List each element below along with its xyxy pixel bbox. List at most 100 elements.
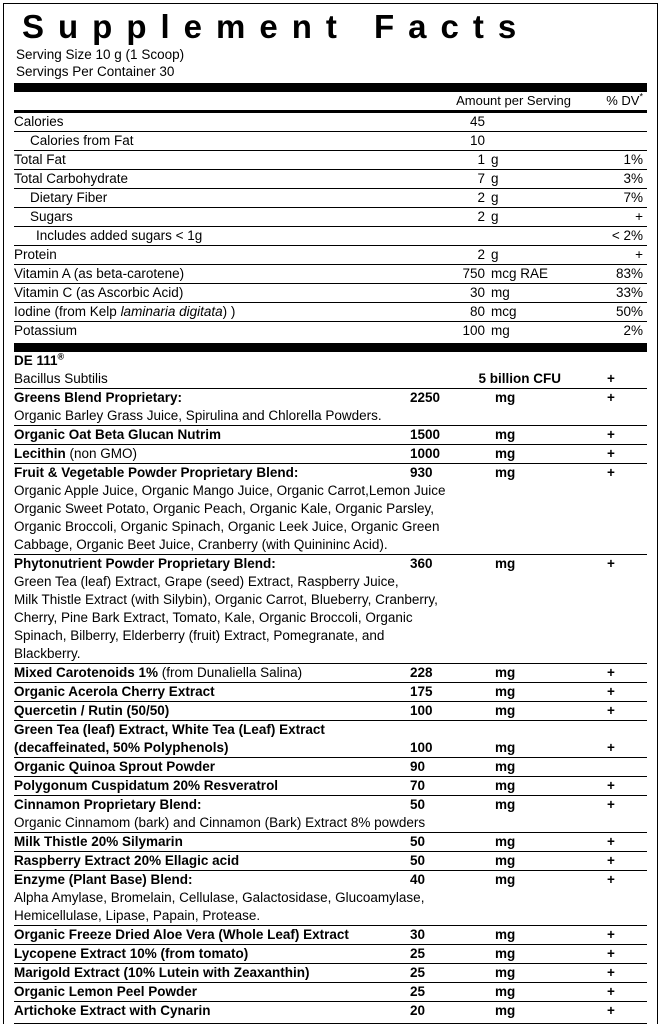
ingredient-name-line2: (decaffeinated, 50% Polyphenols)	[14, 740, 229, 755]
table-row: Protein 2 g +	[14, 245, 647, 265]
ingredient-daily-value: +	[575, 851, 647, 871]
table-row: Bacillus Subtilis 5 billion CFU +	[14, 370, 647, 389]
serving-size: Serving Size 10 g (1 Scoop)	[16, 47, 185, 62]
ingredient-daily-value: +	[575, 795, 647, 814]
ingredient-description-row: Organic Broccoli, Organic Spinach, Organ…	[14, 518, 647, 536]
ingredient-amount: 360	[408, 554, 495, 573]
ingredient-name: Polygonum Cuspidatum 20% Resveratrol	[14, 776, 408, 796]
ingredient-unit: mg	[495, 870, 575, 889]
nutrient-unit: g	[491, 150, 571, 170]
ingredient-amount: 100	[408, 701, 495, 721]
nutrient-name-italic: laminaria digitata	[120, 304, 223, 319]
divider-thick-top	[14, 83, 647, 92]
nutrient-amount: 2	[370, 207, 491, 227]
ingredient-name: Fruit & Vegetable Powder Proprietary Ble…	[14, 463, 408, 482]
ingredient-name: Greens Blend Proprietary:	[14, 388, 408, 407]
ingredient-description: Cherry, Pine Bark Extract, Tomato, Kale,…	[14, 610, 413, 625]
ingredient-amount: 25	[408, 963, 495, 983]
ingredient-unit: mg	[495, 757, 575, 777]
nutrient-amount: 7	[370, 169, 491, 189]
table-row: Mixed Carotenoids 1% (from Dunaliella Sa…	[14, 663, 647, 683]
servings-per-container: Servings Per Container 30	[16, 64, 175, 79]
nutrient-daily-value: 7%	[571, 188, 647, 208]
ingredient-name: Bacillus Subtilis	[14, 371, 108, 386]
table-row: Phytonutrient Powder Proprietary Blend: 3…	[14, 554, 647, 573]
ingredient-amount: 20	[408, 1001, 495, 1020]
ingredient-name: Organic Lemon Peel Powder	[14, 982, 408, 1002]
ingredient-unit	[495, 352, 575, 370]
nutrient-unit: mcg RAE	[491, 264, 571, 284]
ingredient-unit: mg	[495, 944, 575, 964]
ingredient-daily-value: +	[607, 740, 615, 755]
ingredient-unit: mg	[495, 925, 575, 945]
table-row: Calories from Fat 10	[14, 131, 647, 151]
header-percent-dv: % DV*	[571, 92, 647, 110]
ingredient-name: DE 111®	[14, 351, 65, 368]
ingredient-unit: mg	[495, 851, 575, 871]
ingredient-daily-value: +	[575, 682, 647, 702]
nutrition-table: Calories 45 Calories from Fat 10 Total Fat 1 g…	[14, 113, 647, 340]
nutrient-amount: 2	[370, 188, 491, 208]
ingredient-unit: mg	[495, 832, 575, 852]
ingredient-description-row: Green Tea (leaf) Extract, Grape (seed) E…	[14, 573, 647, 591]
ingredient-unit: mg	[495, 795, 575, 814]
ingredient-daily-value: +	[575, 663, 647, 683]
table-row: DE 111®	[14, 352, 647, 370]
ingredient-amount: 50	[408, 851, 495, 871]
ingredient-unit: mg	[495, 1001, 575, 1020]
table-row: Organic Lemon Peel Powder 25 mg +	[14, 982, 647, 1002]
table-row: Milk Thistle 20% Silymarin 50 mg +	[14, 832, 647, 852]
nutrient-daily-value: 33%	[571, 283, 647, 303]
ingredient-description: Organic Apple Juice, Organic Mango Juice…	[14, 483, 446, 498]
nutrient-name: Iodine (from Kelp laminaria digitata) )	[14, 302, 370, 322]
ingredient-amount: 50	[408, 832, 495, 852]
ingredient-unit: mg	[495, 554, 575, 573]
ingredient-name: Organic Quinoa Sprout Powder	[14, 757, 408, 777]
nutrient-amount: 45	[469, 114, 485, 129]
facts-panel: Supplement Facts Serving Size 10 g (1 Sc…	[3, 3, 658, 1024]
table-row: Quercetin / Rutin (50/50) 100 mg +	[14, 701, 647, 721]
table-row: Green Tea (leaf) Extract, White Tea (Lea…	[14, 720, 647, 739]
ingredient-description: Alpha Amylase, Bromelain, Cellulase, Gal…	[14, 890, 425, 905]
page-title: Supplement Facts	[22, 8, 531, 45]
nutrient-amount: 1	[370, 150, 491, 170]
ingredient-daily-value: +	[575, 444, 647, 464]
ingredient-description-row: Cabbage, Organic Beet Juice, Cranberry (…	[14, 536, 647, 555]
nutrient-amount: 80	[370, 302, 491, 322]
table-row: Organic Quinoa Sprout Powder 90 mg	[14, 757, 647, 777]
header-percent-dv-text: % DV	[606, 93, 640, 108]
nutrient-daily-value: < 2%	[571, 226, 647, 246]
table-row-continuation: (decaffeinated, 50% Polyphenols) 100 mg +	[14, 739, 647, 758]
nutrient-daily-value	[571, 131, 647, 151]
nutrient-unit: mcg	[491, 302, 571, 322]
nutrient-unit: g	[491, 169, 571, 189]
nutrient-name: Potassium	[14, 321, 370, 340]
ingredient-unit	[495, 720, 575, 739]
ingredient-description: Cabbage, Organic Beet Juice, Cranberry (…	[14, 537, 388, 552]
ingredient-name-qualifier: (from Dunaliella Salina)	[161, 665, 303, 680]
table-row: Lecithin (non GMO) 1000 mg +	[14, 444, 647, 464]
ingredient-daily-value: +	[575, 963, 647, 983]
table-row: Sugars 2 g +	[14, 207, 647, 227]
nutrient-daily-value	[571, 113, 647, 132]
ingredient-description-row: Milk Thistle Extract (with Silybin), Org…	[14, 591, 647, 609]
ingredient-name: Milk Thistle 20% Silymarin	[14, 832, 408, 852]
ingredient-name-qualifier: (non GMO)	[69, 446, 138, 461]
ingredient-daily-value: +	[575, 701, 647, 721]
nutrient-daily-value: 83%	[571, 264, 647, 284]
nutrient-name: Protein	[14, 245, 370, 265]
divider-thick-mid	[14, 343, 647, 352]
table-row: Artichoke Extract with Cynarin 20 mg +	[14, 1001, 647, 1020]
ingredient-unit: mg	[495, 982, 575, 1002]
table-row: Total Carbohydrate 7 g 3%	[14, 169, 647, 189]
ingredient-unit: mg	[495, 388, 575, 407]
table-row: Enzyme (Plant Base) Blend: 40 mg +	[14, 870, 647, 889]
ingredient-daily-value	[575, 720, 647, 739]
ingredient-unit: mg	[495, 663, 575, 683]
ingredient-unit: mg	[495, 463, 575, 482]
ingredient-amount	[408, 720, 495, 739]
ingredient-daily-value	[575, 352, 647, 370]
ingredient-daily-value: +	[575, 776, 647, 796]
ingredient-unit: mg	[495, 776, 575, 796]
nutrient-name: Total Fat	[14, 150, 370, 170]
